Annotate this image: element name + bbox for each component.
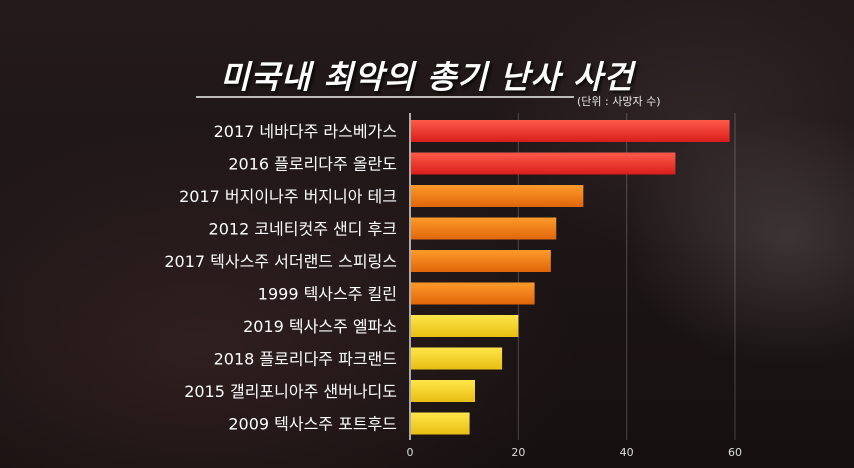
tick-layer: 0 20 40 60: [407, 446, 743, 459]
title-underline: [196, 96, 574, 98]
bar: [411, 347, 503, 370]
bar: [411, 380, 475, 402]
unit-note: (단위 : 사망자 수): [577, 95, 661, 108]
bar: [411, 152, 676, 175]
category-label: 2015 갤리포니아주 샌버나디도: [184, 382, 397, 401]
bar: [411, 185, 584, 207]
x-tick-label: 20: [511, 446, 525, 459]
category-label: 2017 네바다주 라스베가스: [214, 122, 397, 141]
bar: [411, 412, 470, 435]
x-tick-label: 40: [620, 446, 634, 459]
category-label: 2018 플로리다주 파크랜드: [214, 350, 397, 369]
bar-layer: [411, 120, 730, 435]
bar: [411, 120, 730, 142]
category-label: 1999 텍사스주 킬린: [258, 285, 397, 304]
label-layer: 2017 네바다주 라스베가스 2016 플로리다주 올란도 2017 버지이나주 …: [164, 122, 397, 434]
category-label: 2016 플로리다주 올란도: [228, 155, 397, 174]
x-tick-label: 0: [407, 446, 414, 459]
category-label: 2009 텍사스주 포트후드: [228, 415, 397, 434]
bar: [411, 250, 551, 272]
bar: [411, 315, 519, 337]
x-tick-label: 60: [728, 446, 742, 459]
category-label: 2017 텍사스주 서더랜드 스피링스: [164, 252, 397, 271]
category-label: 2017 버지이나주 버지니아 테크: [179, 187, 397, 206]
category-label: 2012 코네티컷주 샌디 후크: [209, 220, 397, 239]
chart-title: 미국내 최악의 총기 난사 사건: [220, 58, 634, 96]
bar: [411, 282, 535, 305]
category-label: 2019 텍사스주 엘파소: [243, 317, 397, 336]
bar: [411, 217, 557, 240]
